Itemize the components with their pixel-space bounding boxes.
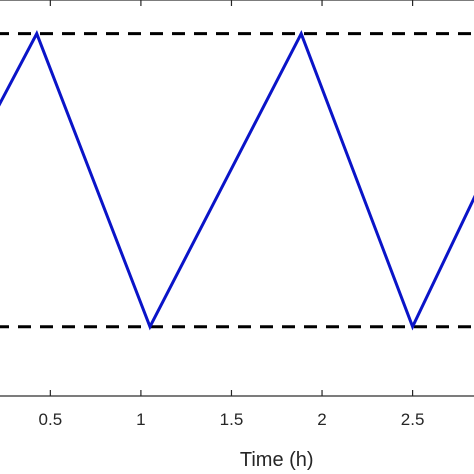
x-tick-label: 2.5	[401, 410, 425, 429]
plot-area: 0.5 1 1.5 2 2.5	[0, 0, 474, 429]
x-tick-label: 1.5	[220, 410, 244, 429]
x-axis-label: Time (h)	[240, 449, 314, 471]
x-tick-label: 0.5	[39, 410, 63, 429]
x-tick-label: 1	[136, 410, 145, 429]
plot-frame	[0, 0, 474, 397]
series-line	[0, 29, 474, 331]
x-tick-label: 2	[317, 410, 326, 429]
